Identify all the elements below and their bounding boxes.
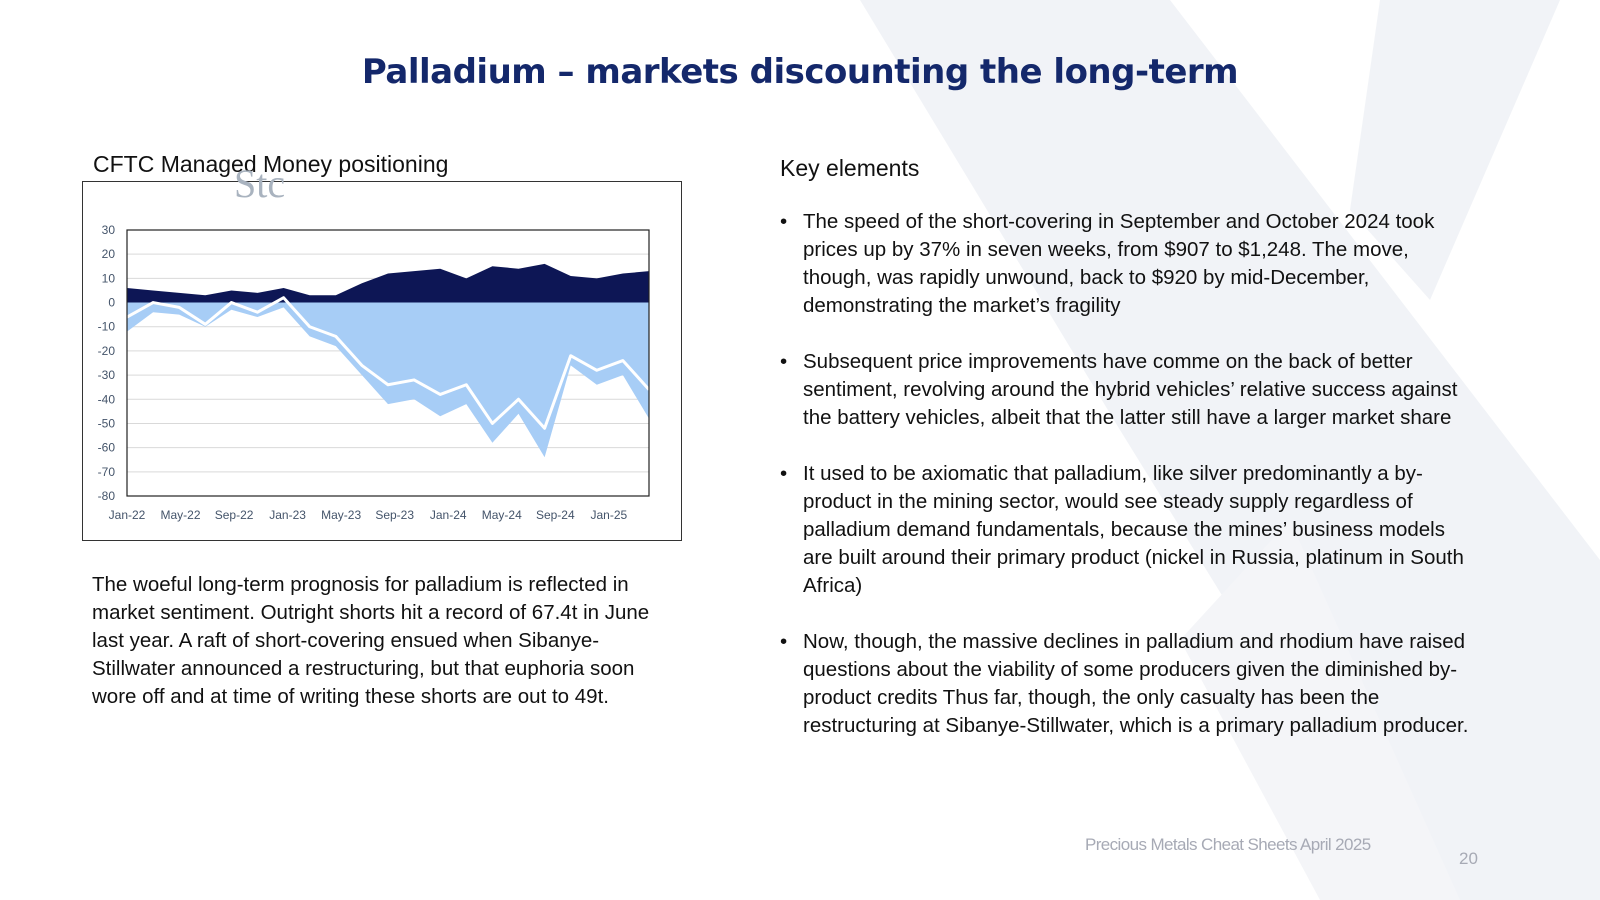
long-positions-area	[127, 263, 649, 303]
x-tick-label: Sep-22	[215, 508, 254, 522]
x-tick-label: Jan-23	[269, 508, 306, 522]
key-elements-heading: Key elements	[780, 155, 920, 181]
x-tick-label: May-22	[161, 508, 201, 522]
y-tick-label: 0	[108, 296, 115, 310]
bullet-text: The speed of the short-covering in Septe…	[803, 210, 1435, 317]
list-item: • Subsequent price improvements have comm…	[780, 348, 1480, 432]
bullet-icon: •	[780, 462, 788, 485]
y-tick-label: 30	[102, 223, 116, 237]
footer-text: Precious Metals Cheat Sheets April 2025	[1085, 835, 1371, 854]
chart-heading: CFTC Managed Money positioning	[93, 151, 449, 177]
x-tick-label: Sep-23	[375, 508, 414, 522]
x-tick-label: May-23	[321, 508, 361, 522]
y-tick-label: 20	[102, 247, 116, 261]
y-tick-label: -50	[98, 416, 116, 430]
positioning-chart: 30 20 10 0 -10 -20 -30 -40 -50 -60 -70 -80 Jan-22 May…	[82, 181, 682, 541]
list-item: • It used to be axiomatic that palladium,…	[780, 460, 1480, 600]
page-title: Palladium – markets discounting the long…	[361, 52, 1239, 92]
page-number: 20	[1459, 849, 1478, 868]
x-tick-label: May-24	[482, 508, 522, 522]
short-positions-area	[127, 302, 649, 458]
bullet-text: Now, though, the massive declines in pal…	[803, 630, 1469, 737]
x-tick-label: Jan-22	[109, 508, 146, 522]
x-tick-label: Jan-24	[430, 508, 467, 522]
bullet-icon: •	[780, 630, 788, 653]
y-tick-label: -60	[98, 441, 116, 455]
chart-canvas: 30 20 10 0 -10 -20 -30 -40 -50 -60 -70 -80 Jan-22 May…	[98, 223, 651, 522]
x-tick-label: Sep-24	[536, 508, 575, 522]
x-tick-label: Jan-25	[590, 508, 627, 522]
y-tick-label: -30	[98, 368, 116, 382]
key-elements-list: • The speed of the short-covering in Sept…	[780, 208, 1480, 768]
y-tick-label: 10	[102, 271, 116, 285]
list-item: • The speed of the short-covering in Sept…	[780, 208, 1480, 320]
y-tick-label: -70	[98, 465, 116, 479]
bullet-text: It used to be axiomatic that palladium, …	[803, 462, 1464, 597]
plot-frame	[126, 229, 650, 497]
bullet-icon: •	[780, 210, 788, 233]
y-tick-label: -40	[98, 392, 116, 406]
chart-caption: The woeful long-term prognosis for palla…	[92, 573, 650, 708]
y-tick-label: -80	[98, 489, 116, 503]
bullet-text: Subsequent price improvements have comme…	[803, 350, 1458, 429]
bullet-icon: •	[780, 350, 788, 373]
list-item: • Now, though, the massive declines in pa…	[780, 628, 1480, 740]
net-position-line	[126, 296, 651, 430]
y-tick-label: -10	[98, 320, 116, 334]
y-tick-label: -20	[98, 344, 116, 358]
